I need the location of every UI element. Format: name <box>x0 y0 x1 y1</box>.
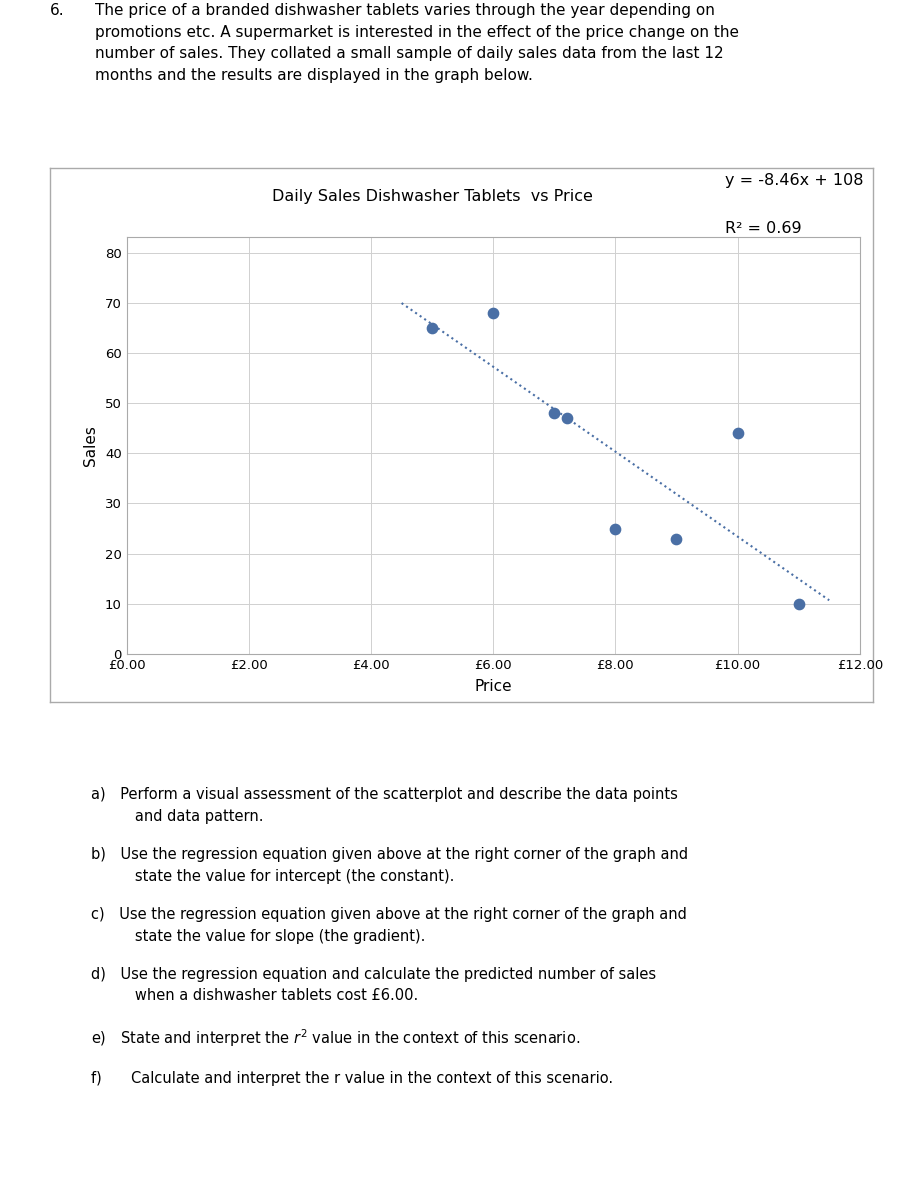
Text: d) Use the regression equation and calculate the predicted number of sales
   wh: d) Use the regression equation and calcu… <box>90 967 655 1003</box>
Text: b) Use the regression equation given above at the right corner of the graph and
: b) Use the regression equation given abo… <box>90 847 688 883</box>
Point <box>669 529 684 548</box>
Text: The price of a branded dishwasher tablets varies through the year depending on
p: The price of a branded dishwasher tablet… <box>95 4 739 83</box>
Point <box>547 403 561 422</box>
Point <box>791 594 806 613</box>
Text: Daily Sales Dishwasher Tablets  vs Price: Daily Sales Dishwasher Tablets vs Price <box>272 190 593 204</box>
Text: a) Perform a visual assessment of the scatterplot and describe the data points
 : a) Perform a visual assessment of the sc… <box>90 787 677 823</box>
Text: f)  Calculate and interpret the r value in the context of this scenario.: f) Calculate and interpret the r value i… <box>90 1072 613 1086</box>
Point <box>730 424 745 443</box>
Text: e) State and interpret the $r^2$ value in the context of this scenario.: e) State and interpret the $r^2$ value i… <box>90 1027 579 1049</box>
Text: y = -8.46x + 108: y = -8.46x + 108 <box>725 173 863 188</box>
Point <box>559 408 574 427</box>
X-axis label: Price: Price <box>474 679 512 694</box>
Text: 6.: 6. <box>50 4 64 18</box>
Point <box>608 518 623 538</box>
Point <box>425 318 440 337</box>
Text: R² = 0.69: R² = 0.69 <box>725 221 802 236</box>
Point <box>486 304 500 323</box>
Text: c) Use the regression equation given above at the right corner of the graph and
: c) Use the regression equation given abo… <box>90 907 686 943</box>
Y-axis label: Sales: Sales <box>83 425 98 466</box>
